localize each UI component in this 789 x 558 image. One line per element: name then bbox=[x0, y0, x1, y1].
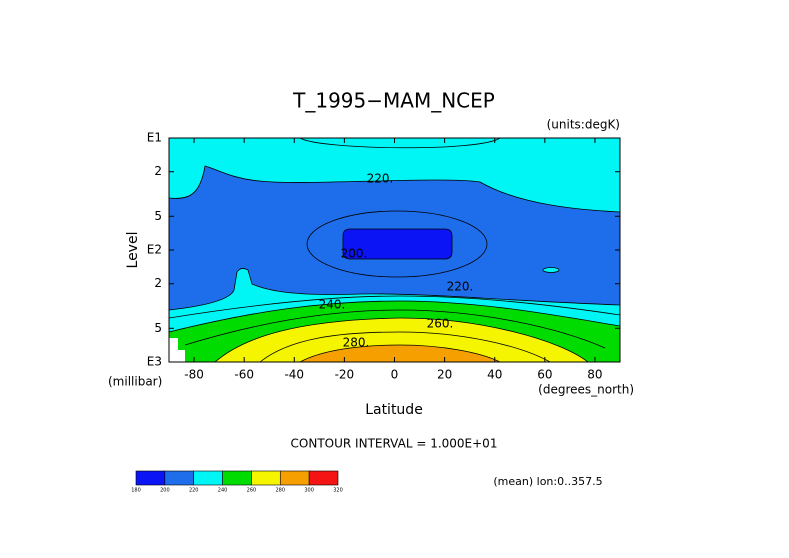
colorbar-label: 320 bbox=[333, 488, 343, 494]
contour-label: 240. bbox=[319, 298, 346, 312]
colorbar-label: 300 bbox=[304, 488, 314, 494]
x-tick-label: -40 bbox=[284, 368, 304, 382]
colorbar-box bbox=[164, 470, 195, 486]
y-tick-label: 2 bbox=[154, 164, 162, 178]
contour-line bbox=[168, 295, 621, 319]
contour-line bbox=[184, 309, 606, 349]
colorbar-box bbox=[279, 470, 310, 486]
colorbar-box bbox=[308, 470, 339, 486]
colorbar-label: 280 bbox=[276, 488, 286, 494]
contour-band bbox=[542, 267, 560, 273]
contour-label: 220. bbox=[367, 172, 394, 186]
colorbar-label: 240 bbox=[218, 488, 228, 494]
plot-area bbox=[168, 137, 621, 363]
x-tick-label: -80 bbox=[184, 368, 204, 382]
y-tick-label: 2 bbox=[154, 276, 162, 290]
contour-band bbox=[299, 344, 501, 363]
contour-label: 280. bbox=[343, 336, 370, 350]
y-tick-label: 5 bbox=[154, 209, 162, 223]
x-tick-label: -20 bbox=[335, 368, 355, 382]
colorbar-label: 180 bbox=[131, 488, 141, 494]
x-tick-label: 0 bbox=[391, 368, 399, 382]
contour-label: 220. bbox=[447, 280, 474, 294]
contour-band bbox=[213, 317, 590, 363]
colorbar-box bbox=[193, 470, 223, 486]
contour-label: 200. bbox=[341, 247, 368, 261]
chart-title: T_1995−MAM_NCEP bbox=[292, 89, 495, 113]
colorbar-box bbox=[222, 470, 252, 486]
colorbar-box bbox=[251, 470, 281, 486]
contour-band bbox=[168, 137, 621, 213]
y-axis-unit: (millibar) bbox=[108, 375, 162, 389]
colorbar-label: 200 bbox=[160, 488, 170, 494]
y-tick-label: 5 bbox=[154, 321, 162, 335]
contour-line bbox=[299, 137, 501, 149]
colorbar-label: 220 bbox=[189, 488, 199, 494]
contour-band bbox=[342, 228, 453, 260]
x-tick-label: -60 bbox=[234, 368, 254, 382]
x-tick-label: 60 bbox=[537, 368, 552, 382]
x-tick-label: 80 bbox=[587, 368, 602, 382]
x-axis-unit: (degrees_north) bbox=[538, 383, 634, 397]
contour-line bbox=[259, 331, 551, 363]
y-tick-label: E2 bbox=[147, 243, 162, 257]
y-tick-label: E1 bbox=[147, 131, 162, 145]
contour-line bbox=[306, 210, 488, 278]
colorbar-box bbox=[135, 470, 166, 486]
y-tick-label: E3 bbox=[147, 355, 162, 369]
missing-data bbox=[169, 338, 185, 362]
footer-note: (mean) lon:0..357.5 bbox=[493, 475, 602, 488]
x-axis-title: Latitude bbox=[365, 402, 423, 418]
x-tick-label: 40 bbox=[487, 368, 502, 382]
units-label: (units:degK) bbox=[547, 118, 620, 132]
colorbar-label: 260 bbox=[247, 488, 257, 494]
contour-label: 260. bbox=[427, 317, 454, 331]
y-axis-title: Level bbox=[125, 232, 141, 269]
contour-interval: CONTOUR INTERVAL = 1.000E+01 bbox=[291, 437, 498, 451]
x-tick-label: 20 bbox=[437, 368, 452, 382]
